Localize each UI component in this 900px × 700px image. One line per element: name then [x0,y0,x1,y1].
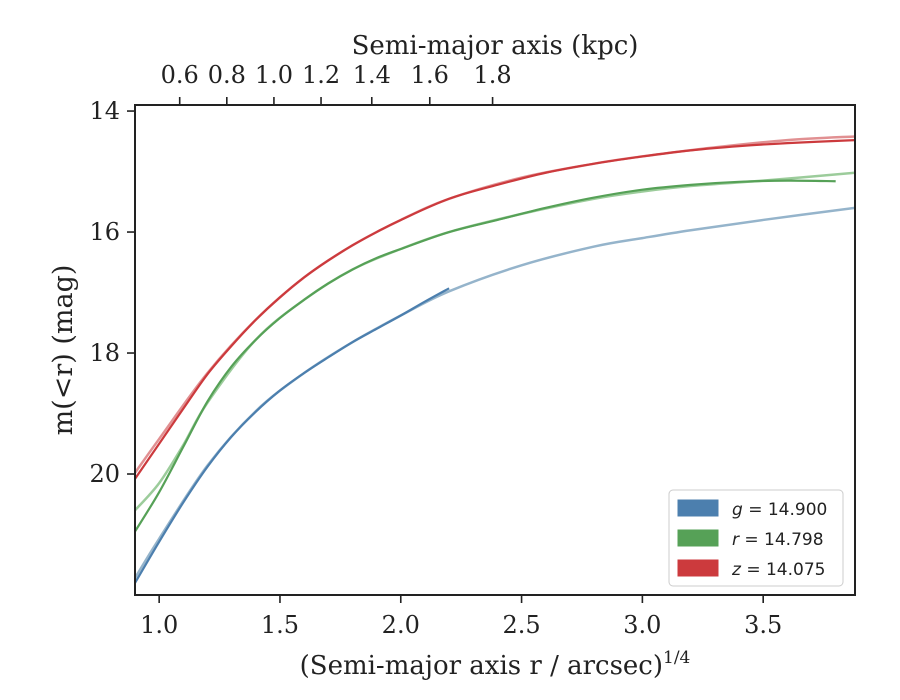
legend-label-r: r = 14.798 [732,530,824,550]
left-axis-ticks: 14 16 18 20 [89,97,135,488]
x-tick-label: 3.5 [744,611,782,639]
top-tick-label: 1.8 [473,61,511,89]
x-tick-label: 1.5 [261,611,299,639]
top-axis-label: Semi-major axis (kpc) [352,31,639,61]
top-tick-label: 0.8 [208,61,246,89]
top-tick-label: 1.2 [302,61,340,89]
x-axis-label: (Semi-major axis r / arcsec)1/4 [300,648,691,681]
y-tick-label: 20 [89,460,120,488]
legend-swatch-g [677,499,719,517]
data-curve-g [135,287,450,584]
plot-frame [134,104,856,596]
x-tick-label: 1.0 [140,611,178,639]
legend-label-g: g = 14.900 [732,500,827,520]
top-tick-label: 1.4 [353,61,391,89]
legend: g = 14.900 r = 14.798 z = 14.075 [668,489,844,587]
top-tick-label: 1.6 [411,61,449,89]
x-tick-label: 2.5 [502,611,540,639]
bottom-axis-ticks: 1.0 1.5 2.0 2.5 3.0 3.5 [140,595,782,639]
top-axis-ticks: 0.6 0.8 1.0 1.2 1.4 1.6 1.8 [161,61,512,105]
x-tick-label: 2.0 [382,611,420,639]
top-tick-label: 1.0 [255,61,293,89]
y-tick-label: 18 [89,339,120,367]
data-curve-z [135,138,855,480]
y-axis-label: m(<r) (mag) [48,265,79,436]
top-tick-label: 0.6 [161,61,199,89]
legend-swatch-z [677,559,719,577]
data-curve-r [135,179,836,533]
curves-layer [135,135,855,584]
legend-label-z: z = 14.075 [731,560,825,580]
legend-swatch-r [677,529,719,547]
y-tick-label: 14 [89,97,120,125]
y-tick-label: 16 [89,218,120,246]
x-tick-label: 3.0 [623,611,661,639]
